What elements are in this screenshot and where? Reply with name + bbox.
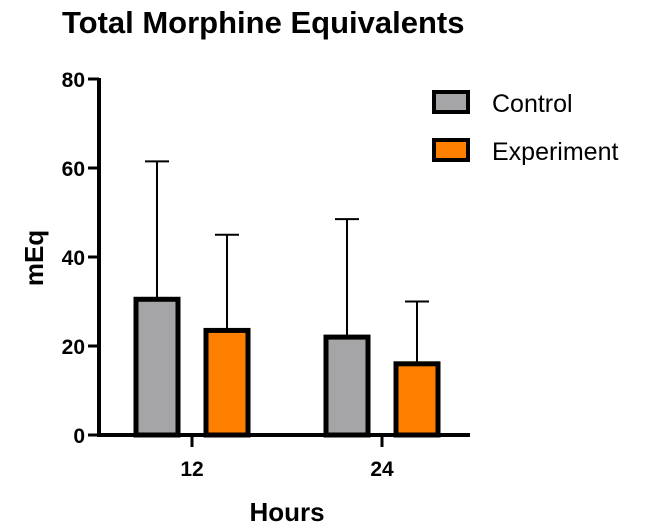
- bar-experiment-24: [393, 361, 441, 438]
- y-axis-label: mEq: [19, 230, 49, 286]
- x-tick-label-12: 12: [180, 458, 203, 481]
- x-axis-label: Hours: [249, 497, 324, 527]
- y-tick-label-60: 60: [62, 158, 85, 181]
- x-ticks: 12 24: [180, 435, 394, 481]
- y-ticks: 0 20 40 60 80: [62, 69, 99, 448]
- y-tick-label-40: 40: [62, 247, 85, 270]
- error-bars: [145, 160, 429, 364]
- legend-swatch-control: [432, 90, 470, 114]
- y-tick-label-80: 80: [62, 69, 85, 92]
- x-tick-label-24: 24: [370, 458, 394, 481]
- y-tick-label-20: 20: [62, 336, 85, 359]
- y-tick-label-0: 0: [73, 425, 85, 448]
- chart-title: Total Morphine Equivalents: [62, 5, 464, 40]
- legend-swatch-experiment: [432, 138, 470, 162]
- bar-control-24: [323, 334, 371, 438]
- bars: [133, 296, 441, 438]
- legend-label-control: Control: [492, 90, 573, 118]
- legend: Control Experiment: [432, 90, 618, 166]
- bar-experiment-12: [203, 327, 251, 438]
- bar-control-12: [133, 296, 181, 438]
- legend-label-experiment: Experiment: [492, 138, 618, 166]
